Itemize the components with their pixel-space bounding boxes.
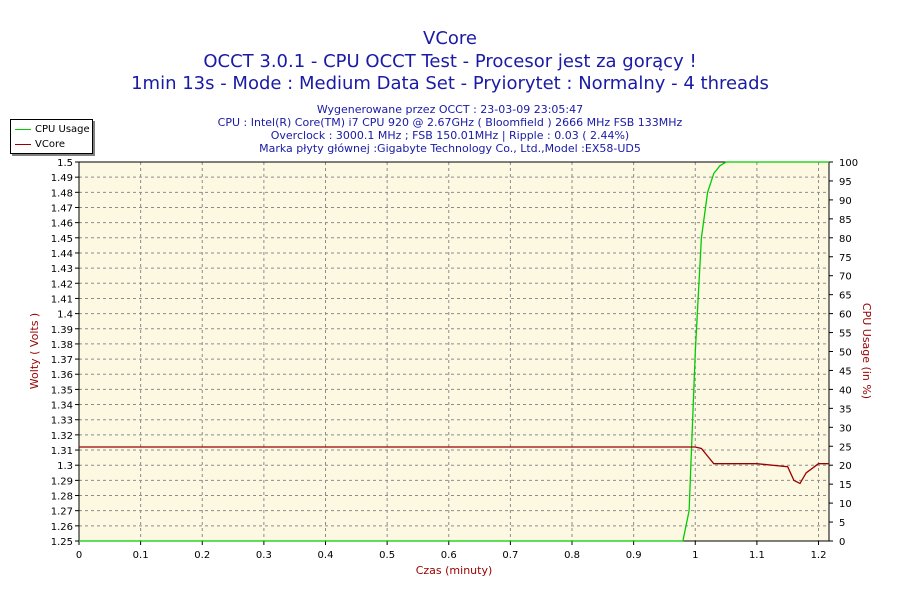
y-right-tick-label: 65 bbox=[839, 291, 852, 302]
y-right-axis-label: CPU Usage (in %) bbox=[860, 303, 873, 399]
series-line-cpu-usage bbox=[79, 161, 829, 542]
y-right-tick-label: 45 bbox=[839, 366, 852, 377]
y-tick-label: 1.34 bbox=[51, 401, 73, 412]
x-tick-label: 0.6 bbox=[441, 550, 457, 561]
y-tick-label: 1.37 bbox=[51, 355, 73, 366]
y-tick-label: 1.39 bbox=[51, 325, 73, 336]
y-tick-label: 1.3 bbox=[57, 461, 73, 472]
series-line-vcore bbox=[79, 446, 829, 485]
y-right-tick-label: 15 bbox=[839, 480, 852, 491]
chart-subtitle-2: 1min 13s - Mode : Medium Data Set - Pryi… bbox=[131, 73, 769, 94]
x-tick-label: 0.4 bbox=[318, 550, 334, 561]
y-right-tick-label: 80 bbox=[839, 234, 852, 245]
x-tick-label: 1 bbox=[692, 550, 698, 561]
y-tick-label: 1.44 bbox=[51, 249, 73, 260]
y-right-tick-label: 25 bbox=[839, 442, 852, 453]
y-right-tick-label: 60 bbox=[839, 310, 852, 321]
y-right-tick-label: 90 bbox=[839, 196, 852, 207]
y-right-tick-label: 30 bbox=[839, 423, 852, 434]
x-tick-label: 1.1 bbox=[749, 550, 765, 561]
y-tick-label: 1.27 bbox=[51, 507, 73, 518]
y-tick-label: 1.47 bbox=[51, 203, 73, 214]
y-tick-label: 1.49 bbox=[51, 173, 73, 184]
x-tick-label: 0.9 bbox=[626, 550, 642, 561]
y-right-tick-label: 85 bbox=[839, 215, 852, 226]
legend-item-vcore: VCore bbox=[15, 137, 65, 151]
y-right-tick-label: 20 bbox=[839, 461, 852, 472]
y-tick-label: 1.25 bbox=[51, 537, 73, 548]
x-tick-label: 1.2 bbox=[811, 550, 827, 561]
motherboard-info: Marka płyty głównej :Gigabyte Technology… bbox=[259, 142, 641, 155]
y-right-tick-label: 5 bbox=[839, 518, 845, 529]
y-tick-label: 1.36 bbox=[51, 370, 73, 381]
y-right-tick-label: 70 bbox=[839, 272, 852, 283]
y-tick-label: 1.28 bbox=[51, 492, 73, 503]
y-tick-label: 1.45 bbox=[51, 234, 73, 245]
x-tick-label: 0.7 bbox=[502, 550, 518, 561]
legend: CPU Usage VCore bbox=[10, 119, 93, 154]
y-tick-label: 1.38 bbox=[51, 340, 73, 351]
y-tick-label: 1.32 bbox=[51, 431, 73, 442]
x-tick-label: 0 bbox=[76, 550, 82, 561]
y-tick-label: 1.41 bbox=[51, 294, 73, 305]
chart-title: VCore bbox=[423, 28, 477, 49]
cpu-info: CPU : Intel(R) Core(TM) i7 CPU 920 @ 2.6… bbox=[217, 116, 683, 129]
legend-item-cpu-usage: CPU Usage bbox=[15, 122, 90, 136]
y-right-tick-label: 95 bbox=[839, 177, 852, 188]
y-tick-label: 1.43 bbox=[51, 264, 73, 275]
y-right-tick-label: 40 bbox=[839, 385, 852, 396]
y-tick-label: 1.46 bbox=[51, 219, 73, 230]
y-right-tick-label: 100 bbox=[839, 158, 858, 169]
legend-label-cpu-usage: CPU Usage bbox=[35, 123, 90, 135]
y-tick-label: 1.31 bbox=[51, 446, 73, 457]
y-right-tick-label: 75 bbox=[839, 253, 852, 264]
plot-area bbox=[79, 162, 829, 541]
y-tick-label: 1.29 bbox=[51, 476, 73, 487]
legend-swatch-vcore bbox=[15, 143, 31, 145]
y-tick-label: 1.5 bbox=[57, 158, 73, 169]
chart-subtitle: OCCT 3.0.1 - CPU OCCT Test - Procesor je… bbox=[203, 51, 697, 72]
y-right-tick-label: 55 bbox=[839, 329, 852, 340]
y-tick-label: 1.42 bbox=[51, 279, 73, 290]
y-tick-label: 1.48 bbox=[51, 188, 73, 199]
legend-label-vcore: VCore bbox=[35, 138, 65, 150]
x-tick-label: 0.8 bbox=[564, 550, 580, 561]
y-right-tick-label: 35 bbox=[839, 404, 852, 415]
overclock-info: Overclock : 3000.1 MHz ; FSB 150.01MHz |… bbox=[270, 129, 630, 142]
x-tick-label: 0.5 bbox=[379, 550, 395, 561]
y-tick-label: 1.26 bbox=[51, 522, 73, 533]
generated-info: Wygenerowane przez OCCT : 23-03-09 23:05… bbox=[316, 103, 584, 116]
y-tick-label: 1.4 bbox=[57, 310, 73, 321]
legend-swatch-cpu-usage bbox=[15, 128, 31, 130]
x-axis-label: Czas (minuty) bbox=[416, 564, 493, 577]
y-tick-label: 1.35 bbox=[51, 385, 73, 396]
y-axis-label: Wolty ( Volts ) bbox=[28, 313, 41, 389]
y-right-tick-label: 50 bbox=[839, 348, 852, 359]
x-tick-label: 0.2 bbox=[194, 550, 210, 561]
x-tick-label: 0.1 bbox=[133, 550, 149, 561]
y-tick-label: 1.33 bbox=[51, 416, 73, 427]
y-right-tick-label: 10 bbox=[839, 499, 852, 510]
y-right-tick-label: 0 bbox=[839, 537, 845, 548]
x-tick-label: 0.3 bbox=[256, 550, 272, 561]
